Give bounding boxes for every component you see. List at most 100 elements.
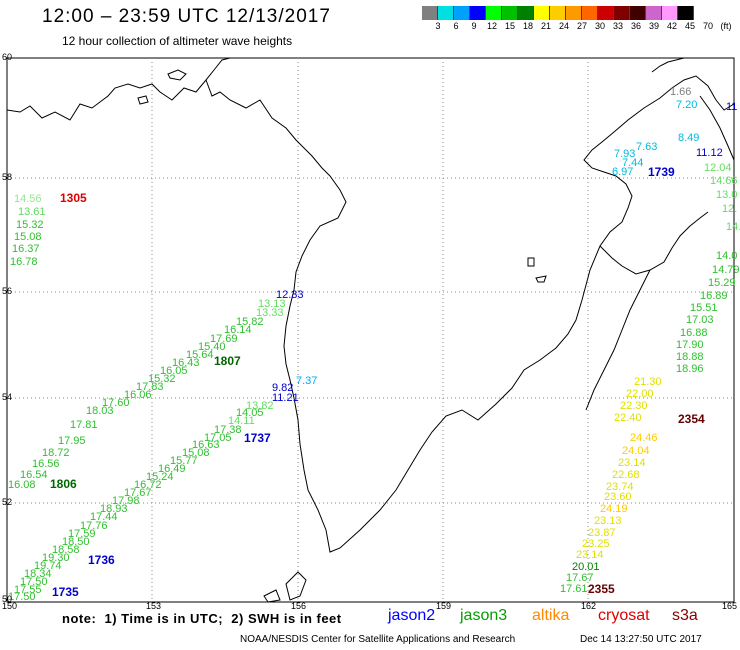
lat-label: 58 [2,172,13,182]
wave-value: 8.49 [678,132,699,144]
lon-label: 156 [291,601,307,611]
satellite-jason2: jason2 [388,607,436,624]
wave-value: 15.29 [708,277,736,289]
wave-value: 12.33 [276,289,304,301]
satellite-altika: altika [532,607,570,624]
wave-value: 16.72 [134,479,162,491]
track-1737: 7.37 9.82 11.21 13.82 14.05 14.11 17.38 … [8,375,317,603]
wave-value: 16.08 [8,479,36,491]
page-title: 12:00 – 23:59 UTC 12/13/2017 [42,6,331,27]
islands [137,69,547,603]
legend-label: 27 [576,21,587,31]
wave-value: 24.46 [630,432,658,444]
legend-label: 39 [648,21,659,31]
wave-value: 14.05 [236,407,264,419]
wave-value: 17.69 [210,333,238,345]
wave-value: 17.38 [214,424,242,436]
footer-note: note: 1) Time is in UTC; 2) SWH is in fe… [62,611,342,626]
wave-value: 21.30 [634,376,662,388]
wave-value: 14.79 [712,264,740,276]
wave-value: 16.54 [20,469,48,481]
wave-value: 22.68 [612,469,640,481]
footer-timestamp: Dec 14 13:27:50 UTC 2017 [580,634,702,645]
lon-label: 159 [436,601,452,611]
wave-value: 23.13 [594,515,622,527]
satellite-s3a: s3a [672,607,698,624]
wave-value: 16.56 [32,458,60,470]
wave-value: 16.63 [192,439,220,451]
wave-value: 15.77 [170,455,198,467]
wave-value: 17.67 [124,487,152,499]
wave-value: 23.60 [604,491,632,503]
wave-value: 17.60 [102,397,130,409]
wave-value: 23.87 [588,527,616,539]
wave-value: 24.04 [622,445,650,457]
track-time-label: 2355 [588,582,615,596]
wave-value: 16.88 [680,327,708,339]
wave-value: 17.05 [204,432,232,444]
wave-value: 17.81 [70,419,98,431]
legend-label: 18 [522,21,533,31]
lon-label: 150 [2,601,18,611]
legend-label: 24 [558,21,569,31]
wave-value: 7.37 [296,375,317,387]
wave-value: 17.90 [676,339,704,351]
wave-value: 18.96 [676,363,704,375]
legend-swatch [518,6,534,20]
legend-label: 36 [630,21,641,31]
wave-value: 23.74 [606,481,634,493]
wave-value: 23.14 [576,549,604,561]
satellite-cryosat: cryosat [598,607,650,624]
wave-value: 17.98 [112,495,140,507]
legend-swatch [470,6,486,20]
lat-label: 56 [2,286,13,296]
legend-swatch [502,6,518,20]
legend-swatch [630,6,646,20]
legend-swatch [646,6,662,20]
wave-value: 15.40 [198,341,226,353]
wave-value: 17.59 [68,528,96,540]
wave-value: 13.0 [716,189,737,201]
wave-value: 12.04 [704,162,732,174]
track-1806: 17.81 17.95 18.72 16.56 16.54 16.08 [8,419,98,491]
wave-value: 20.01 [572,561,600,573]
wave-value: 16.89 [700,290,728,302]
wave-value: 17.03 [686,314,714,326]
track-time-label: 1806 [50,477,77,491]
satellite-jason3: jason3 [460,607,508,624]
wave-value: 15.32 [148,373,176,385]
wave-value: 9.82 [272,382,293,394]
track-1305: 14.56 13.61 15.32 15.08 16.37 16.78 [10,193,46,268]
legend-label: 45 [684,21,695,31]
wave-value: 16.14 [224,324,252,336]
wave-value: 6.97 [612,166,633,178]
legend-unit: (ft) [720,21,732,31]
legend-swatch [438,6,454,20]
lat-label: 50 [2,594,13,604]
track-time-label: 1735 [52,585,79,599]
legend-swatch [662,6,678,20]
page-subtitle: 12 hour collection of altimeter wave hei… [62,34,293,48]
lat-label: 54 [2,392,13,402]
wave-value: 11 [726,101,737,113]
wave-value: 17.67 [566,572,594,584]
graticule [7,58,734,602]
wave-value: 16.49 [158,463,186,475]
wave-value: 14.11 [228,415,255,427]
wave-value: 15.32 [16,219,44,231]
legend-label: 42 [666,21,677,31]
wave-value: 17.95 [58,435,86,447]
footer-credit: NOAA/NESDIS Center for Satellite Applica… [240,634,516,645]
legend-swatch [582,6,598,20]
wave-value: 15.08 [14,231,42,243]
legend-swatch [454,6,470,20]
track-1739: 1.66 7.20 11 8.49 11.12 7.93 7.63 7.44 6… [612,86,740,375]
wave-value: 17.83 [136,381,164,393]
legend-label: 6 [453,21,459,31]
wave-value: 14.56 [14,193,42,205]
lon-label: 153 [146,601,162,611]
track-2354: 21.30 22.00 22.30 22.40 24.46 24.04 23.1… [560,376,662,595]
wave-value: 17.50 [20,576,48,588]
wave-value: 15.64 [186,349,214,361]
track-time-label: 1737 [244,431,271,445]
